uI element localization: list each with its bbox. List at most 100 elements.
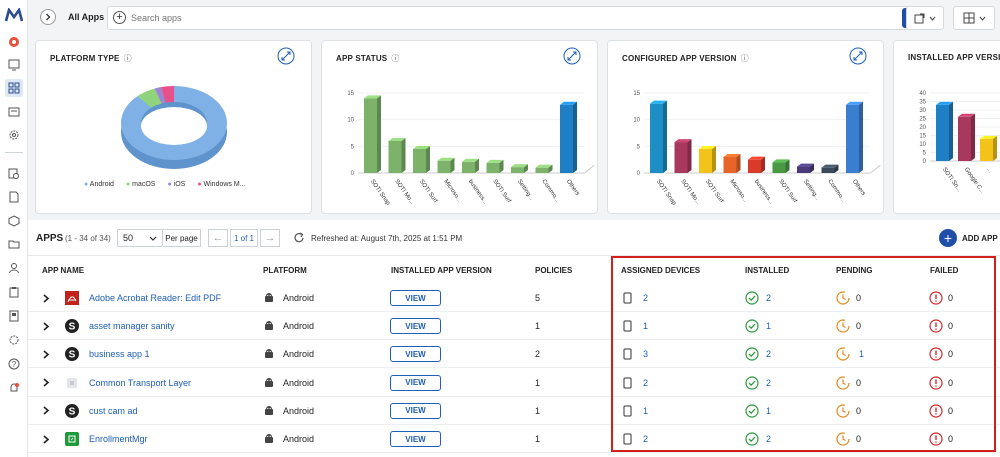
x-tick-label: SOTI Snap <box>369 179 391 207</box>
table-row[interactable]: S asset manager sanity Android VIEW 1 1 … <box>28 312 1000 341</box>
android-icon <box>264 312 274 340</box>
installed-check-icon <box>745 312 759 340</box>
search-input[interactable] <box>131 9 871 27</box>
mobicontrol-logo-icon[interactable] <box>5 6 23 24</box>
app-name-link[interactable]: EnrollmentMgr <box>89 434 148 444</box>
view-version-button[interactable]: VIEW <box>390 290 441 306</box>
add-app-icon[interactable]: + <box>939 229 957 247</box>
assigned-devices-link[interactable]: 3 <box>643 349 649 360</box>
app-name-link[interactable]: business app 1 <box>89 349 150 360</box>
column-header-pending[interactable]: PENDING <box>836 266 873 275</box>
bar <box>821 167 835 173</box>
view-version-button[interactable]: VIEW <box>390 402 441 419</box>
donut-slice <box>154 87 166 104</box>
all-apps-label[interactable]: All Apps <box>68 12 105 22</box>
failed-alert-icon <box>929 312 943 340</box>
app-name-link[interactable]: cust cam ad <box>89 405 138 416</box>
column-header-assigned-devices[interactable]: ASSIGNED DEVICES <box>621 266 701 275</box>
bar <box>936 104 949 161</box>
table-row[interactable]: EnrollmentMgr Android VIEW 1 2 2 0 0 <box>28 425 1000 453</box>
axis-base <box>930 160 1000 162</box>
reports-icon[interactable] <box>5 188 23 206</box>
installed-count-link[interactable]: 1 <box>766 321 772 332</box>
view-version-button[interactable]: VIEW <box>390 318 441 335</box>
app-icon <box>65 369 79 397</box>
installed-count-link[interactable]: 1 <box>766 405 772 416</box>
assigned-devices-link[interactable]: 2 <box>643 377 649 388</box>
packages-cube-icon[interactable] <box>5 212 23 230</box>
rail-divider <box>5 152 23 153</box>
policy-document-icon[interactable] <box>5 307 23 325</box>
installed-count-link[interactable]: 2 <box>766 293 772 303</box>
app-name-link[interactable]: Common Transport Layer <box>89 377 192 388</box>
bar-side <box>859 101 863 173</box>
view-version-button[interactable]: VIEW <box>390 374 441 391</box>
assigned-devices-link[interactable]: 1 <box>643 321 649 332</box>
bar-side <box>573 101 577 173</box>
expand-row-chevron-icon[interactable] <box>42 312 50 340</box>
view-version-button[interactable]: VIEW <box>390 346 441 363</box>
installed-count-link[interactable]: 2 <box>766 377 772 388</box>
installed-count-link[interactable]: 2 <box>766 349 772 360</box>
search-box[interactable]: + <box>107 6 925 30</box>
bar <box>958 116 971 161</box>
expand-chart-icon[interactable] <box>563 47 581 65</box>
view-options-dropdown-button[interactable] <box>953 6 995 30</box>
assigned-devices-link[interactable]: 2 <box>643 434 649 444</box>
expand-chart-icon[interactable] <box>277 47 295 65</box>
column-header-installed[interactable]: INSTALLED <box>745 266 790 275</box>
table-row[interactable]: Adobe Acrobat Reader: Edit PDF Android V… <box>28 284 1000 312</box>
dashboard-icon[interactable] <box>5 33 23 51</box>
help-icon[interactable]: ? <box>5 355 23 373</box>
previous-page-button[interactable]: ← <box>208 229 228 247</box>
apps-icon[interactable] <box>5 79 23 97</box>
expand-row-chevron-icon[interactable] <box>42 397 50 425</box>
users-icon[interactable] <box>5 259 23 277</box>
refresh-icon[interactable] <box>293 232 305 244</box>
expand-row-chevron-icon[interactable] <box>42 369 50 397</box>
app-icon: S <box>65 340 79 368</box>
add-filter-icon[interactable]: + <box>113 11 126 24</box>
table-row[interactable]: S business app 1 Android VIEW 2 3 2 1 0 <box>28 340 1000 369</box>
column-header-app-name[interactable]: APP NAME <box>42 266 85 275</box>
assigned-devices-link[interactable]: 2 <box>643 293 649 303</box>
installed-check-icon <box>745 397 759 425</box>
page-size-select[interactable]: 50 <box>117 229 163 247</box>
info-icon: ⓘ <box>391 54 400 63</box>
failed-alert-icon <box>929 340 943 368</box>
installed-count-link[interactable]: 2 <box>766 434 772 444</box>
pending-count[interactable]: 1 <box>859 349 865 360</box>
column-header-policies[interactable]: POLICIES <box>535 266 573 275</box>
expand-row-chevron-icon[interactable] <box>42 284 50 312</box>
bar-top <box>364 95 381 99</box>
notifications-bell-icon[interactable] <box>5 379 23 397</box>
expand-row-chevron-icon[interactable] <box>42 340 50 368</box>
content-icon[interactable] <box>5 103 23 121</box>
expand-chart-icon[interactable] <box>849 47 867 65</box>
search-devices-icon[interactable] <box>5 165 23 183</box>
settings-gear-icon[interactable] <box>5 126 23 144</box>
app-name-link[interactable]: Adobe Acrobat Reader: Edit PDF <box>89 293 222 303</box>
column-header-installed-app-version[interactable]: INSTALLED APP VERSION <box>391 266 492 275</box>
table-row[interactable]: S cust cam ad Android VIEW 1 1 1 0 0 <box>28 397 1000 425</box>
view-version-button[interactable]: VIEW <box>390 431 441 447</box>
bar-side <box>687 139 692 173</box>
assigned-devices-link[interactable]: 1 <box>643 405 649 416</box>
expand-chevron-icon[interactable] <box>40 9 56 25</box>
add-app-button[interactable]: ADD APP <box>962 234 998 243</box>
app-name-link[interactable]: asset manager sanity <box>89 321 175 332</box>
table-row[interactable]: Common Transport Layer Android VIEW 1 2 … <box>28 369 1000 397</box>
clipboard-icon[interactable] <box>5 283 23 301</box>
bar <box>413 149 426 173</box>
column-header-platform[interactable]: PLATFORM <box>263 266 307 275</box>
svg-text:S: S <box>69 350 76 361</box>
bar-side <box>450 157 455 173</box>
next-page-button[interactable]: → <box>260 229 280 247</box>
column-header-failed[interactable]: FAILED <box>930 266 959 275</box>
folder-icon[interactable] <box>5 235 23 253</box>
devices-icon[interactable] <box>5 56 23 74</box>
system-settings-icon[interactable] <box>5 331 23 349</box>
info-icon: ⓘ <box>123 54 132 63</box>
expand-row-chevron-icon[interactable] <box>42 425 50 453</box>
export-dropdown-button[interactable] <box>906 6 944 30</box>
